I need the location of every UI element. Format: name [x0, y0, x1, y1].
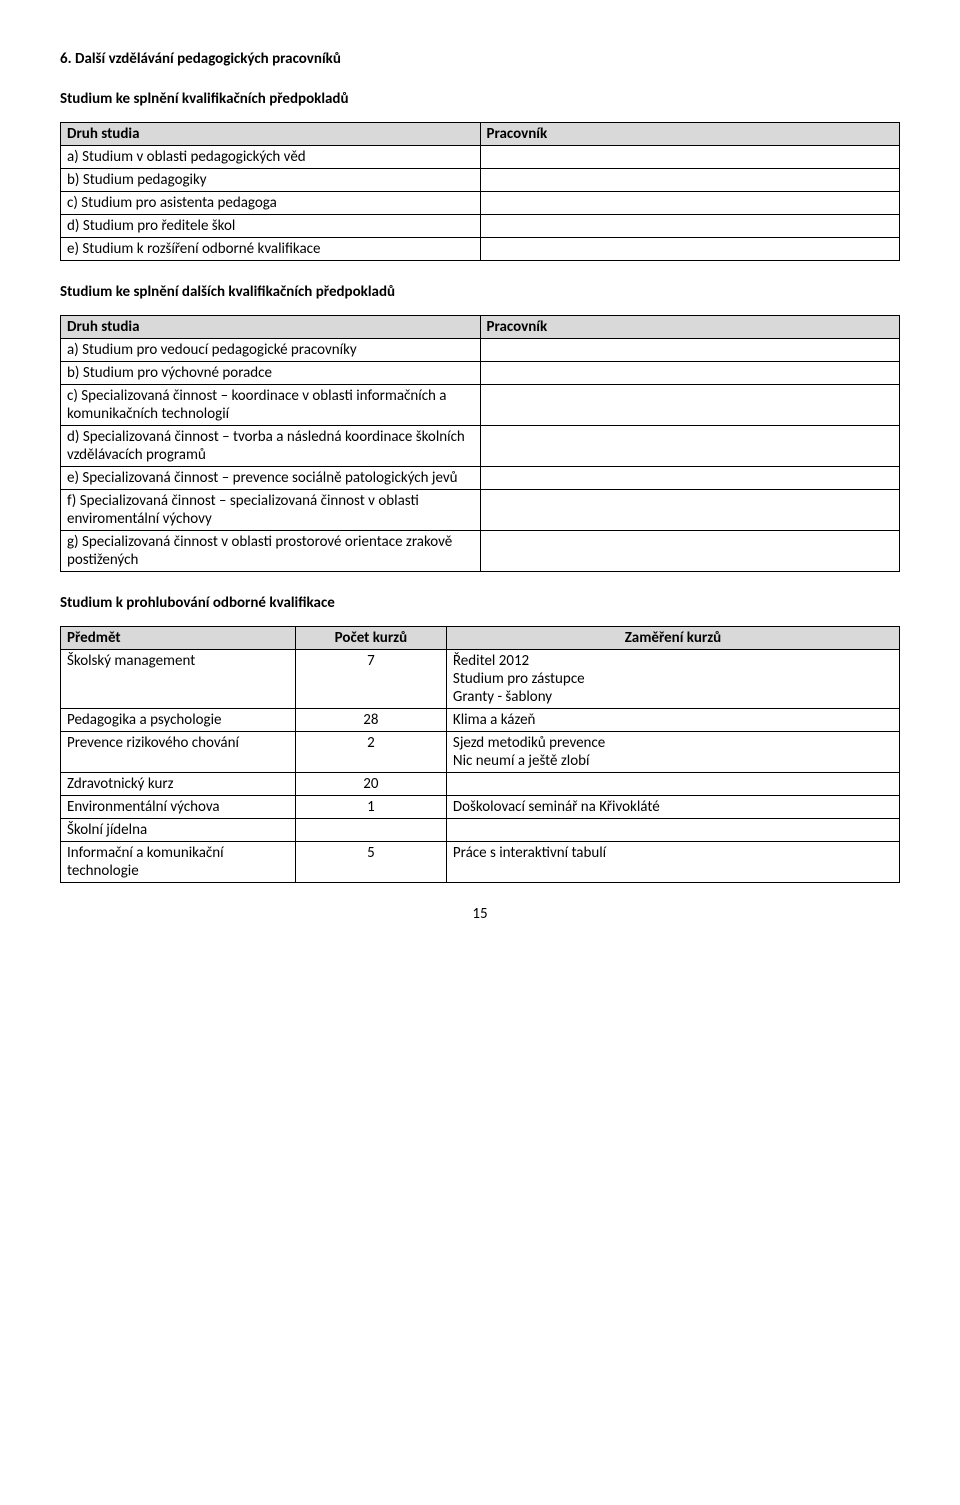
table-header: Pracovník [480, 123, 900, 146]
table-cell [480, 362, 900, 385]
table-row: a) Studium pro vedoucí pedagogické praco… [61, 339, 900, 362]
table-cell: e) Specializovaná činnost – prevence soc… [61, 467, 481, 490]
table-cell: d) Specializovaná činnost – tvorba a nás… [61, 426, 481, 467]
table-row: Prevence rizikového chování 2 Sjezd meto… [61, 732, 900, 773]
table-section3: Předmět Počet kurzů Zaměření kurzů Škols… [60, 626, 900, 883]
table-row: c) Specializovaná činnost – koordinace v… [61, 385, 900, 426]
table-row: Zdravotnický kurz 20 [61, 773, 900, 796]
table-row: Školský management 7 Ředitel 2012Studium… [61, 650, 900, 709]
section2-title: Studium ke splnění dalších kvalifikačníc… [60, 283, 900, 301]
table-row: b) Studium pedagogiky [61, 169, 900, 192]
page-number: 15 [60, 905, 900, 923]
table-header: Počet kurzů [295, 627, 446, 650]
table-cell: c) Studium pro asistenta pedagoga [61, 192, 481, 215]
table-cell: c) Specializovaná činnost – koordinace v… [61, 385, 481, 426]
table-cell: Prevence rizikového chování [61, 732, 296, 773]
table-row: Pedagogika a psychologie 28 Klima a káze… [61, 709, 900, 732]
table-row: Školní jídelna [61, 819, 900, 842]
table-cell: e) Studium k rozšíření odborné kvalifika… [61, 238, 481, 261]
table-section2: Druh studia Pracovník a) Studium pro ved… [60, 315, 900, 572]
table-cell [295, 819, 446, 842]
table-header: Zaměření kurzů [446, 627, 899, 650]
table-cell: 28 [295, 709, 446, 732]
table-row: b) Studium pro výchovné poradce [61, 362, 900, 385]
table-cell [480, 215, 900, 238]
table-cell: 20 [295, 773, 446, 796]
table-cell: Doškolovací seminář na Křivokláté [446, 796, 899, 819]
table-cell [480, 169, 900, 192]
table-cell: Školský management [61, 650, 296, 709]
table-header: Druh studia [61, 316, 481, 339]
table-cell: 1 [295, 796, 446, 819]
table-cell [446, 819, 899, 842]
table-cell [480, 339, 900, 362]
page-heading: 6. Další vzdělávání pedagogických pracov… [60, 50, 900, 68]
table-row: Environmentální výchova 1 Doškolovací se… [61, 796, 900, 819]
table-cell: b) Studium pro výchovné poradce [61, 362, 481, 385]
table-cell: 7 [295, 650, 446, 709]
table-cell [480, 385, 900, 426]
table-row: d) Studium pro ředitele škol [61, 215, 900, 238]
table-cell: 2 [295, 732, 446, 773]
table-cell: Klima a kázeň [446, 709, 899, 732]
table-header: Předmět [61, 627, 296, 650]
table-cell: Sjezd metodiků prevenceNic neumí a ještě… [446, 732, 899, 773]
section3-title: Studium k prohlubování odborné kvalifika… [60, 594, 900, 612]
table-row: c) Studium pro asistenta pedagoga [61, 192, 900, 215]
table-cell: Environmentální výchova [61, 796, 296, 819]
table-header: Pracovník [480, 316, 900, 339]
table-cell: f) Specializovaná činnost – specializova… [61, 490, 481, 531]
table-cell: d) Studium pro ředitele škol [61, 215, 481, 238]
table-cell: 5 [295, 842, 446, 883]
table-cell: Ředitel 2012Studium pro zástupce Granty … [446, 650, 899, 709]
table-row: g) Specializovaná činnost v oblasti pros… [61, 531, 900, 572]
table-cell: a) Studium pro vedoucí pedagogické praco… [61, 339, 481, 362]
table-cell [480, 531, 900, 572]
table-cell [480, 490, 900, 531]
table-cell: Práce s interaktivní tabulí [446, 842, 899, 883]
table-header: Druh studia [61, 123, 481, 146]
table-cell [480, 426, 900, 467]
table-cell [480, 192, 900, 215]
table-row: f) Specializovaná činnost – specializova… [61, 490, 900, 531]
table-row: e) Specializovaná činnost – prevence soc… [61, 467, 900, 490]
table-cell: Školní jídelna [61, 819, 296, 842]
table-section1: Druh studia Pracovník a) Studium v oblas… [60, 122, 900, 261]
table-cell: Informační a komunikační technologie [61, 842, 296, 883]
table-cell: a) Studium v oblasti pedagogických věd [61, 146, 481, 169]
section1-title: Studium ke splnění kvalifikačních předpo… [60, 90, 900, 108]
table-row: d) Specializovaná činnost – tvorba a nás… [61, 426, 900, 467]
table-cell: g) Specializovaná činnost v oblasti pros… [61, 531, 481, 572]
table-cell: Zdravotnický kurz [61, 773, 296, 796]
table-cell [480, 467, 900, 490]
table-cell: b) Studium pedagogiky [61, 169, 481, 192]
table-row: Informační a komunikační technologie 5 P… [61, 842, 900, 883]
table-cell [446, 773, 899, 796]
table-row: e) Studium k rozšíření odborné kvalifika… [61, 238, 900, 261]
table-row: a) Studium v oblasti pedagogických věd [61, 146, 900, 169]
table-cell [480, 238, 900, 261]
table-cell [480, 146, 900, 169]
table-cell: Pedagogika a psychologie [61, 709, 296, 732]
